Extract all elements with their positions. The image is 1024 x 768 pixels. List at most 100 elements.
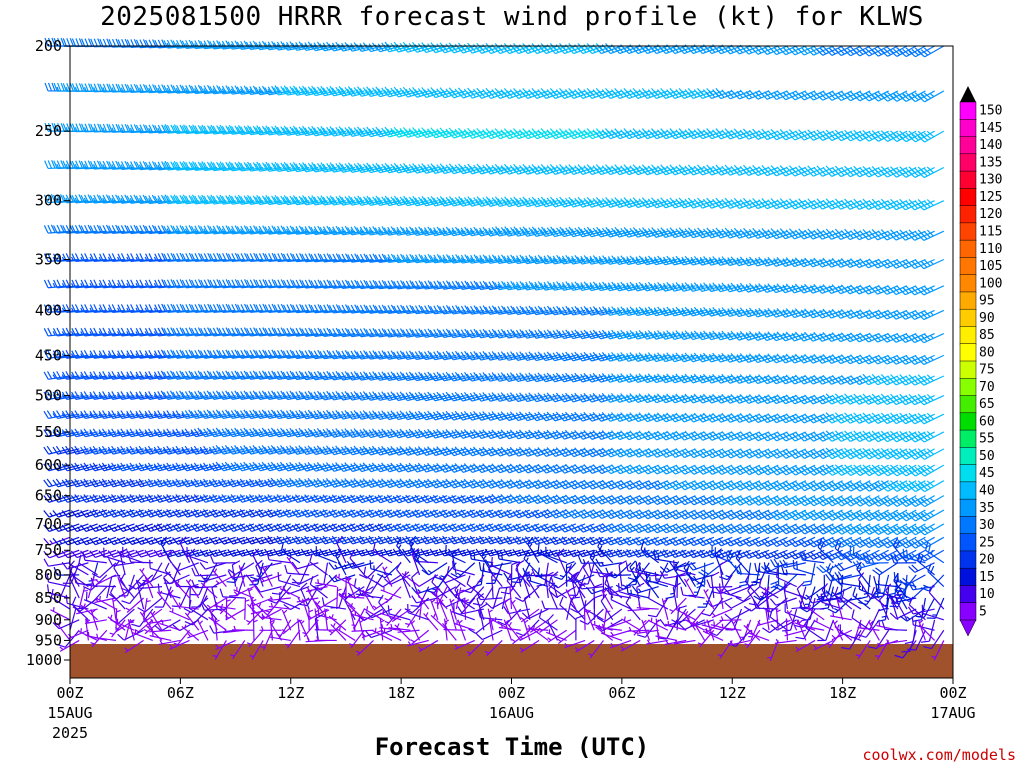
wind-barb xyxy=(549,305,577,316)
wind-barbs xyxy=(43,37,945,662)
wind-barb xyxy=(310,253,337,263)
wind-barb xyxy=(43,224,71,234)
wind-barb xyxy=(792,560,816,576)
wind-barb xyxy=(319,304,347,314)
y-tick-label: 800 xyxy=(35,566,62,584)
colorbar-swatch xyxy=(959,464,977,483)
y-tick-label: 650 xyxy=(35,487,62,505)
colorbar-label: 55 xyxy=(979,432,995,447)
wind-barb xyxy=(273,303,301,314)
colorbar-label: 130 xyxy=(979,173,1002,188)
wind-barb xyxy=(319,225,347,236)
wind-barb xyxy=(928,584,945,610)
wind-barb xyxy=(453,620,475,631)
wind-barb xyxy=(117,327,144,337)
y-tick-label: 1000 xyxy=(26,651,62,669)
wind-barb xyxy=(751,307,779,318)
wind-barb xyxy=(190,84,218,95)
y-tick-label: 450 xyxy=(35,346,62,364)
wind-barb xyxy=(908,90,935,103)
colorbar-swatch xyxy=(959,274,977,293)
wind-barb xyxy=(181,327,209,337)
wind-barb xyxy=(108,194,135,204)
wind-barb xyxy=(236,327,264,337)
wind-barb xyxy=(181,161,209,171)
wind-barb xyxy=(521,608,549,620)
wind-barb xyxy=(411,304,439,315)
wind-barb xyxy=(917,393,945,406)
x-tick-label: 12Z xyxy=(719,684,746,702)
colorbar-label: 100 xyxy=(979,276,1002,291)
colorbar-swatch xyxy=(959,205,977,224)
wind-barb xyxy=(218,124,245,135)
colorbar-label: 145 xyxy=(979,121,1002,136)
wind-barb xyxy=(172,225,199,235)
wind-barb xyxy=(282,195,310,206)
wind-barb xyxy=(356,304,383,314)
wind-barb xyxy=(380,586,402,599)
wind-barb xyxy=(908,45,935,58)
wind-barb xyxy=(264,85,291,96)
y-tick-label: 300 xyxy=(35,192,62,210)
wind-barb xyxy=(917,285,945,296)
y-tick-label: 600 xyxy=(35,456,62,474)
wind-barb xyxy=(71,224,98,234)
wind-barb xyxy=(108,279,135,289)
wind-barb xyxy=(282,225,310,235)
wind-barb xyxy=(356,226,383,236)
wind-barb xyxy=(282,303,310,314)
wind-barb xyxy=(190,124,218,135)
colorbar-swatch xyxy=(959,585,977,604)
wind-barb xyxy=(291,225,319,235)
wind-barb xyxy=(279,592,301,610)
wind-barb xyxy=(899,90,926,103)
colorbar-label: 125 xyxy=(979,190,1002,205)
colorbar-label: 85 xyxy=(979,328,995,343)
y-tick-label: 550 xyxy=(35,423,62,441)
colorbar-swatch xyxy=(959,239,977,259)
wind-barb xyxy=(475,629,503,641)
wind-barb xyxy=(209,124,236,135)
wind-barb xyxy=(613,255,641,265)
credit-link[interactable]: coolwx.com/models xyxy=(862,746,1016,764)
colorbar-label: 150 xyxy=(979,104,1002,119)
wind-barb xyxy=(255,252,282,263)
wind-barb xyxy=(917,258,945,270)
wind-barb xyxy=(439,254,466,264)
wind-barb xyxy=(251,597,273,607)
wind-barb xyxy=(347,304,374,314)
ground-layer xyxy=(70,644,953,678)
wind-barb xyxy=(154,224,181,235)
wind-barb xyxy=(301,225,328,236)
wind-barb xyxy=(420,280,448,290)
wind-barb xyxy=(236,225,264,235)
colorbar-swatch xyxy=(959,360,977,380)
colorbar-swatch xyxy=(959,498,977,518)
wind-barb xyxy=(305,637,328,643)
chart-title: 2025081500 HRRR forecast wind profile (k… xyxy=(100,2,924,32)
wind-barb xyxy=(71,194,98,204)
wind-barb xyxy=(676,572,686,599)
wind-barb xyxy=(839,624,862,641)
wind-barb xyxy=(466,305,494,315)
wind-barb xyxy=(585,609,595,631)
colorbar-label: 135 xyxy=(979,155,1002,170)
wind-barb xyxy=(163,84,190,94)
colorbar-label: 45 xyxy=(979,466,995,481)
colorbar-label: 110 xyxy=(979,242,1002,257)
wind-barb xyxy=(374,279,402,290)
wind-barb xyxy=(383,253,411,264)
colorbar-label: 105 xyxy=(979,259,1002,274)
wind-barb xyxy=(227,194,255,205)
wind-barb xyxy=(291,574,319,586)
wind-barb xyxy=(255,303,282,313)
wind-barb xyxy=(282,252,310,263)
wind-barb xyxy=(411,226,439,236)
colorbar-label: 95 xyxy=(979,294,995,309)
wind-barb xyxy=(89,224,117,234)
wind-barb xyxy=(163,160,190,171)
wind-barb xyxy=(491,571,500,599)
wind-barb xyxy=(618,560,627,587)
wind-barb xyxy=(379,618,385,641)
wind-barb xyxy=(245,40,273,51)
